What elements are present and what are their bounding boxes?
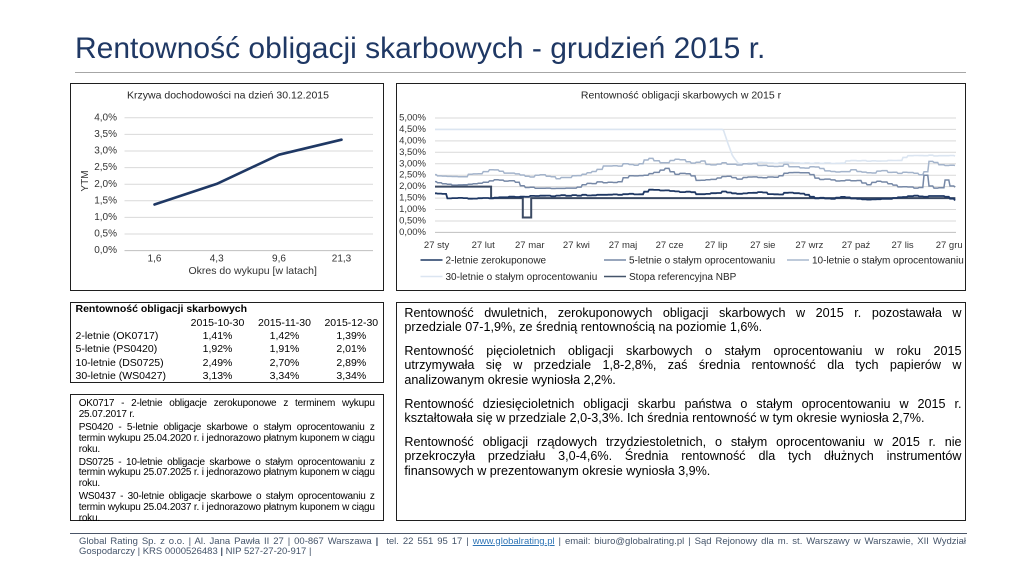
- svg-text:1,6: 1,6: [148, 254, 162, 265]
- svg-text:27 sie: 27 sie: [750, 240, 775, 251]
- svg-text:0,50%: 0,50%: [399, 216, 426, 227]
- svg-text:5,00%: 5,00%: [399, 113, 426, 124]
- svg-text:3,0%: 3,0%: [94, 146, 117, 157]
- svg-text:27 sty: 27 sty: [424, 240, 450, 251]
- svg-text:4,50%: 4,50%: [399, 124, 426, 135]
- svg-text:27 wrz: 27 wrz: [795, 240, 823, 251]
- svg-text:1,00%: 1,00%: [399, 204, 426, 215]
- svg-text:27 gru: 27 gru: [936, 240, 963, 251]
- svg-text:27 mar: 27 mar: [515, 240, 545, 251]
- svg-text:1,0%: 1,0%: [94, 212, 117, 223]
- svg-text:YTM: YTM: [80, 170, 91, 191]
- svg-text:Krzywa dochodowości na dzień 3: Krzywa dochodowości na dzień 30.12.2015: [127, 90, 329, 102]
- svg-text:4,3: 4,3: [210, 254, 224, 265]
- svg-text:2,5%: 2,5%: [94, 162, 117, 173]
- svg-text:Rentowność obligacji skarbowyc: Rentowność obligacji skarbowych w 2015 r: [581, 90, 782, 102]
- svg-text:2,00%: 2,00%: [399, 181, 426, 192]
- svg-text:27 lip: 27 lip: [705, 240, 728, 251]
- svg-text:2,0%: 2,0%: [94, 179, 117, 190]
- svg-text:27 kwi: 27 kwi: [563, 240, 590, 251]
- svg-text:27 lut: 27 lut: [472, 240, 496, 251]
- svg-text:3,50%: 3,50%: [399, 147, 426, 158]
- svg-text:Stopa referencyjna NBP: Stopa referencyjna NBP: [629, 272, 737, 283]
- svg-text:0,0%: 0,0%: [94, 245, 117, 256]
- svg-text:10-letnie o stałym oprocentowa: 10-letnie o stałym oprocentowaniu: [812, 256, 964, 267]
- svg-text:27 maj: 27 maj: [609, 240, 638, 251]
- svg-text:2,50%: 2,50%: [399, 170, 426, 181]
- svg-text:0,00%: 0,00%: [399, 227, 426, 238]
- svg-text:Okres do wykupu [w latach]: Okres do wykupu [w latach]: [189, 265, 317, 277]
- svg-text:4,00%: 4,00%: [399, 135, 426, 146]
- svg-text:1,5%: 1,5%: [94, 195, 117, 206]
- svg-text:27 paź: 27 paź: [842, 240, 871, 251]
- svg-text:30-letnie o stałym oprocentowa: 30-letnie o stałym oprocentowaniu: [446, 272, 598, 283]
- svg-text:3,00%: 3,00%: [399, 158, 426, 169]
- svg-text:5-letnie o stałym oprocentowan: 5-letnie o stałym oprocentowaniu: [629, 256, 775, 267]
- svg-text:1,50%: 1,50%: [399, 193, 426, 204]
- svg-text:0,5%: 0,5%: [94, 229, 117, 240]
- svg-text:3,5%: 3,5%: [94, 129, 117, 140]
- svg-text:27 lis: 27 lis: [892, 240, 914, 251]
- svg-text:2-letnie zerokuponowe: 2-letnie zerokuponowe: [446, 256, 547, 267]
- svg-text:4,0%: 4,0%: [94, 112, 117, 123]
- svg-text:27 cze: 27 cze: [656, 240, 684, 251]
- svg-text:21,3: 21,3: [332, 254, 352, 265]
- svg-text:9,6: 9,6: [272, 254, 286, 265]
